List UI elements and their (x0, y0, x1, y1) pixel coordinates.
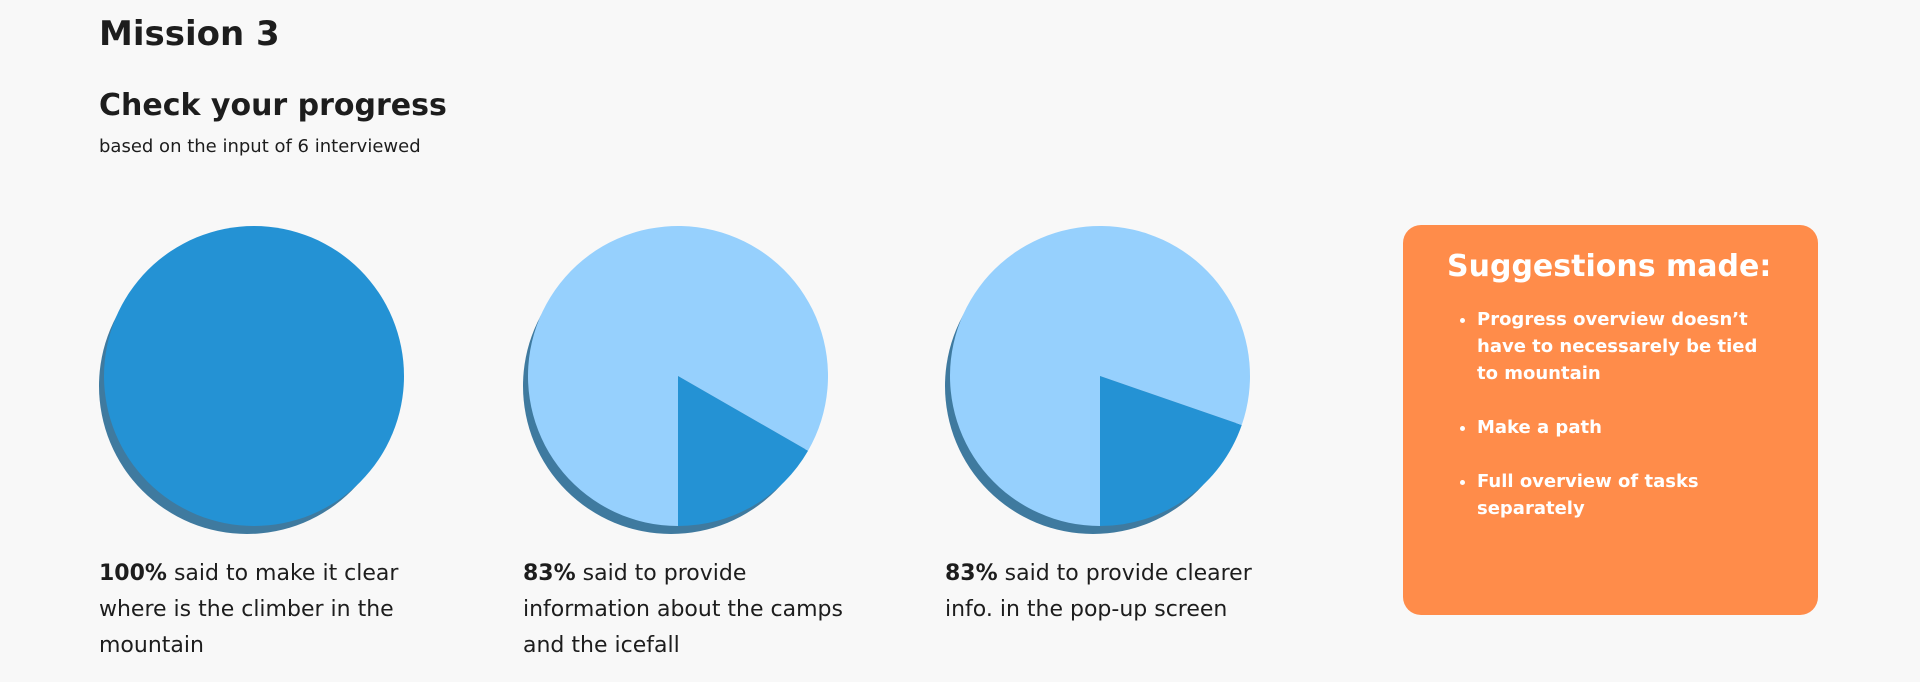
suggestions-list: Progress overview doesn’t have to necess… (1447, 306, 1788, 522)
pie-chart-3 (945, 225, 1250, 534)
pie-chart-1-block: 100% said to make it clear where is the … (99, 218, 429, 664)
suggestion-item: Make a path (1477, 414, 1767, 441)
pie-chart-1-percent: 100% (99, 561, 167, 586)
pie-chart-2-slice-rest (528, 226, 828, 526)
pie-chart-3-caption-text: said to provide clearer info. in the pop… (945, 561, 1252, 622)
pie-chart-1-caption: 100% said to make it clear where is the … (99, 556, 419, 664)
pie-chart-1-slices (104, 226, 404, 526)
pie-chart-2 (523, 226, 828, 534)
pie-chart-2-slices (528, 226, 828, 526)
suggestions-card: Suggestions made: Progress overview does… (1403, 225, 1818, 615)
pie-chart-2-percent: 83% (523, 561, 576, 586)
pie-chart-1 (99, 226, 404, 534)
pie-chart-2-block: 83% said to provide information about th… (523, 218, 853, 664)
pie-chart-2-caption-text: said to provide information about the ca… (523, 561, 843, 658)
pie-chart-1-slice-said-yes (104, 226, 404, 526)
page-subtitle: based on the input of 6 interviewed (99, 136, 421, 157)
pie-chart-3-slices (950, 225, 1250, 526)
pie-chart-3-block: 83% said to provide clearer info. in the… (945, 218, 1275, 628)
pie-chart-2-caption: 83% said to provide information about th… (523, 556, 843, 664)
pie-chart-1-caption-text: said to make it clear where is the climb… (99, 561, 399, 658)
suggestion-item: Progress overview doesn’t have to necess… (1477, 306, 1767, 387)
pie-chart-3-caption: 83% said to provide clearer info. in the… (945, 556, 1265, 628)
mission-title: Mission 3 (99, 14, 280, 54)
pie-chart-3-percent: 83% (945, 561, 998, 586)
page-title: Check your progress (99, 88, 447, 123)
pie-chart-3-slice-highlight (1100, 376, 1242, 526)
suggestion-item: Full overview of tasks separately (1477, 468, 1767, 522)
pie-chart-2-slice-highlight (678, 376, 809, 526)
pie-chart-3-slice-rest (950, 225, 1250, 526)
suggestions-title: Suggestions made: (1447, 249, 1772, 284)
